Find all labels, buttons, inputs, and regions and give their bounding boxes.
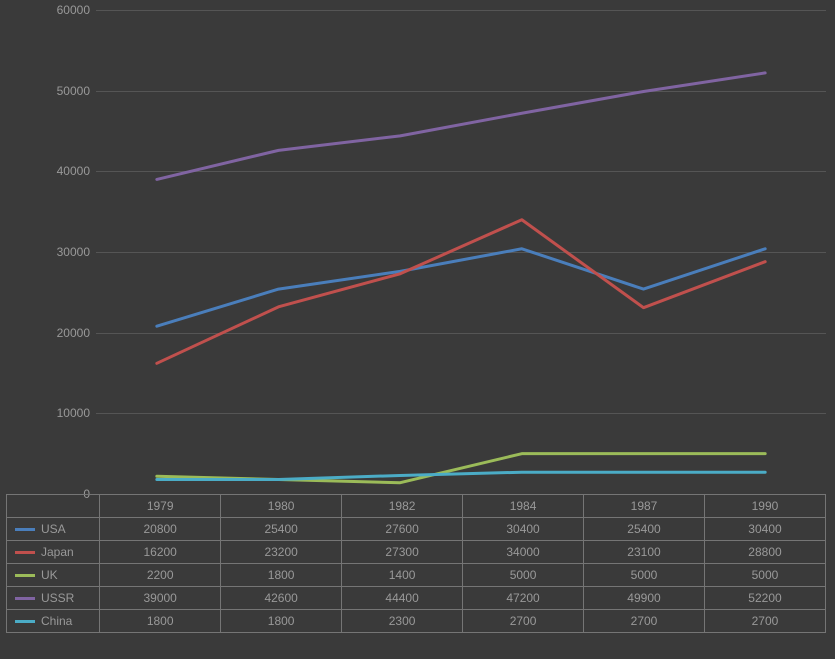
table-cell: 30400 xyxy=(704,518,825,541)
table-cell: 27300 xyxy=(342,541,463,564)
ytick-label: 50000 xyxy=(57,84,90,98)
legend-label: Japan xyxy=(41,545,74,559)
data-table: 197919801982198419871990USA2080025400276… xyxy=(6,494,826,633)
table-cell: 1800 xyxy=(221,610,342,633)
legend-cell-ussr: USSR xyxy=(7,587,100,610)
series-line-ussr xyxy=(157,73,765,179)
legend-swatch-usa xyxy=(15,528,35,531)
series-line-usa xyxy=(157,249,765,326)
table-cell: 16200 xyxy=(100,541,221,564)
table-cell: 42600 xyxy=(221,587,342,610)
table-cell: 5000 xyxy=(463,564,584,587)
legend-label: USSR xyxy=(41,591,74,605)
table-cell: 1400 xyxy=(342,564,463,587)
table-corner-cell xyxy=(7,495,100,518)
legend-label: China xyxy=(41,614,72,628)
table-cell: 1800 xyxy=(100,610,221,633)
table-header-cell: 1982 xyxy=(342,495,463,518)
table-header-cell: 1979 xyxy=(100,495,221,518)
legend-swatch-china xyxy=(15,620,35,623)
legend-cell-usa: USA xyxy=(7,518,100,541)
series-line-japan xyxy=(157,220,765,364)
table-cell: 25400 xyxy=(221,518,342,541)
table-cell: 2300 xyxy=(342,610,463,633)
table-header-cell: 1987 xyxy=(584,495,705,518)
ytick-label: 30000 xyxy=(57,245,90,259)
table-cell: 34000 xyxy=(463,541,584,564)
legend-swatch-ussr xyxy=(15,597,35,600)
table-header-cell: 1984 xyxy=(463,495,584,518)
table-row: UK220018001400500050005000 xyxy=(7,564,826,587)
table-cell: 28800 xyxy=(704,541,825,564)
plot-area: 0100002000030000400005000060000 xyxy=(96,10,826,494)
table-cell: 44400 xyxy=(342,587,463,610)
series-line-china xyxy=(157,472,765,479)
legend-label: UK xyxy=(41,568,58,582)
table-row: China180018002300270027002700 xyxy=(7,610,826,633)
table-cell: 49900 xyxy=(584,587,705,610)
legend-swatch-japan xyxy=(15,551,35,554)
legend-swatch-uk xyxy=(15,574,35,577)
table-cell: 2700 xyxy=(584,610,705,633)
table-cell: 2700 xyxy=(463,610,584,633)
table-row: USSR 390004260044400472004990052200 xyxy=(7,587,826,610)
table-header-cell: 1990 xyxy=(704,495,825,518)
table-cell: 47200 xyxy=(463,587,584,610)
table-cell: 39000 xyxy=(100,587,221,610)
table-cell: 23100 xyxy=(584,541,705,564)
ytick-label: 20000 xyxy=(57,326,90,340)
table-cell: 5000 xyxy=(584,564,705,587)
table-cell: 25400 xyxy=(584,518,705,541)
table-cell: 1800 xyxy=(221,564,342,587)
table-cell: 52200 xyxy=(704,587,825,610)
table-cell: 30400 xyxy=(463,518,584,541)
table-header-row: 197919801982198419871990 xyxy=(7,495,826,518)
table-cell: 2700 xyxy=(704,610,825,633)
chart-container: 0100002000030000400005000060000 19791980… xyxy=(0,0,835,659)
legend-label: USA xyxy=(41,522,66,536)
legend-cell-uk: UK xyxy=(7,564,100,587)
ytick-label: 10000 xyxy=(57,406,90,420)
series-lines xyxy=(96,10,826,494)
table-cell: 2200 xyxy=(100,564,221,587)
table-cell: 23200 xyxy=(221,541,342,564)
table-row: Japan 162002320027300340002310028800 xyxy=(7,541,826,564)
legend-cell-japan: Japan xyxy=(7,541,100,564)
table-cell: 27600 xyxy=(342,518,463,541)
table-cell: 20800 xyxy=(100,518,221,541)
table-row: USA208002540027600304002540030400 xyxy=(7,518,826,541)
legend-cell-china: China xyxy=(7,610,100,633)
ytick-label: 40000 xyxy=(57,164,90,178)
table-cell: 5000 xyxy=(704,564,825,587)
table-header-cell: 1980 xyxy=(221,495,342,518)
ytick-label: 60000 xyxy=(57,3,90,17)
